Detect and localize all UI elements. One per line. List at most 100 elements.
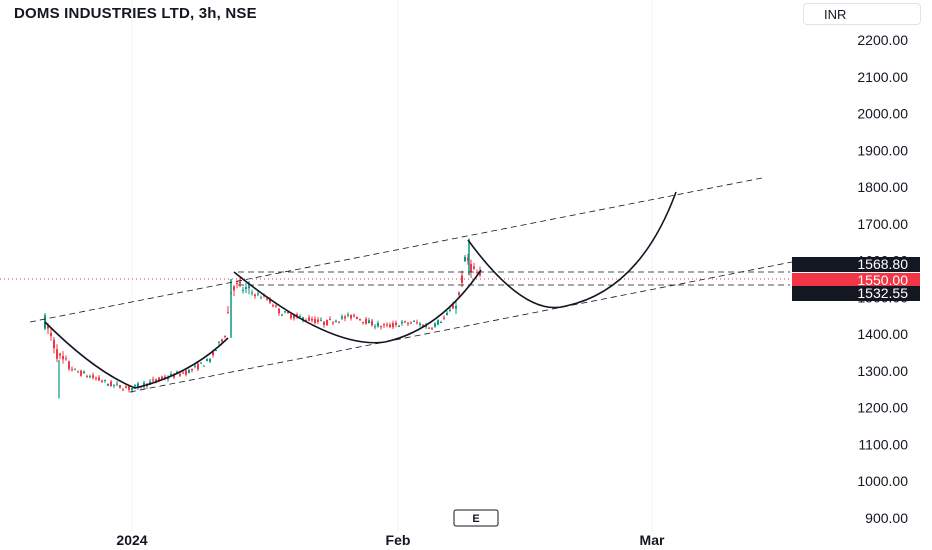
candle-body [320, 319, 322, 321]
candle-body [398, 325, 400, 327]
candle-body [449, 309, 451, 311]
candle-body [248, 286, 250, 289]
candle-body [284, 311, 286, 313]
candle-body [185, 370, 187, 375]
candle-body [353, 315, 355, 317]
candle-body [128, 386, 130, 390]
candle-body [290, 314, 292, 319]
candle-body [374, 326, 376, 328]
candle-body [473, 266, 475, 269]
candle-body [458, 292, 460, 295]
candle-body [122, 389, 124, 391]
candle-body [173, 374, 175, 378]
candle-body [452, 304, 454, 309]
candle-body [293, 314, 295, 319]
y-tick-label: 1400.00 [857, 326, 908, 342]
candle-body [287, 311, 289, 314]
candle-body [113, 384, 115, 386]
candle-body [329, 319, 331, 321]
chart-title: DOMS INDUSTRIES LTD, 3h, NSE [14, 5, 257, 22]
candle-body [461, 275, 463, 283]
candle-body [350, 314, 352, 319]
candle-body [221, 339, 223, 342]
candle-body [389, 324, 391, 328]
candles [44, 238, 481, 399]
candle-body [434, 323, 436, 327]
event-marker[interactable]: E [453, 509, 499, 527]
candle-body [371, 320, 373, 326]
candle-body [338, 321, 340, 323]
candle-body [395, 322, 397, 325]
candle-body [170, 373, 172, 376]
candle-body [125, 386, 127, 388]
price-label: 1532.55 [857, 285, 908, 301]
candle-body [239, 281, 241, 284]
candle-body [203, 365, 205, 367]
candle-body [413, 320, 415, 322]
candle-body [242, 289, 244, 291]
candle-body [380, 326, 382, 328]
candle-body [431, 328, 433, 330]
candle-body [440, 322, 442, 324]
candle-body [455, 306, 457, 309]
candle-body [269, 299, 271, 303]
candle-body [254, 294, 256, 297]
candle-body [227, 312, 229, 314]
candle-body [311, 318, 313, 321]
candle-body [299, 316, 301, 318]
candle-body [437, 320, 439, 325]
candle-body [260, 297, 262, 299]
candle-body [422, 324, 424, 328]
candle-body [257, 293, 259, 295]
candle-body [158, 377, 160, 381]
candle-body [416, 322, 418, 324]
candle-body [62, 355, 64, 360]
candle-body [167, 378, 169, 380]
candle-body [443, 317, 445, 319]
y-tick-label: 2200.00 [857, 32, 908, 48]
y-tick-label: 1800.00 [857, 179, 908, 195]
candle-body [119, 384, 121, 388]
x-axis: 2024 Feb Mar [116, 532, 665, 548]
drawing-overlay [0, 177, 793, 393]
candle-body [44, 315, 46, 329]
candle-body [68, 361, 70, 369]
candle-body [425, 325, 427, 328]
x-tick-label: Mar [640, 532, 665, 548]
candle-body [368, 320, 370, 324]
price-label-box [792, 257, 920, 272]
candle-body [245, 287, 247, 290]
y-tick-label: 1700.00 [857, 216, 908, 232]
candle-body [65, 358, 67, 360]
candle-body [59, 353, 61, 356]
y-tick-label: 1000.00 [857, 473, 908, 489]
candle-body [191, 368, 193, 371]
candle-body [251, 292, 253, 294]
candle-body [308, 317, 310, 321]
candle-body [176, 371, 178, 373]
y-tick-label: 2000.00 [857, 106, 908, 122]
candle-body [104, 379, 106, 381]
candle-body [332, 322, 334, 324]
grid [131, 0, 653, 532]
candle-body [365, 318, 367, 324]
candle-body [110, 381, 112, 387]
candle-body [107, 383, 109, 386]
candle-body [356, 316, 358, 319]
candle-body [134, 384, 136, 387]
y-tick-label: 900.00 [865, 510, 908, 526]
candle-body [77, 371, 79, 373]
y-tick-label: 1100.00 [858, 436, 908, 452]
currency-selector[interactable]: INR [803, 3, 921, 25]
x-tick-label: 2024 [116, 532, 147, 548]
y-tick-label: 1200.00 [857, 400, 908, 416]
price-label: 1568.80 [857, 256, 908, 272]
candle-body [326, 319, 328, 326]
candle-body [476, 272, 478, 274]
candle-body [362, 321, 364, 323]
candle-body [347, 314, 349, 316]
candle-body [383, 324, 385, 326]
candle-body [266, 298, 268, 300]
